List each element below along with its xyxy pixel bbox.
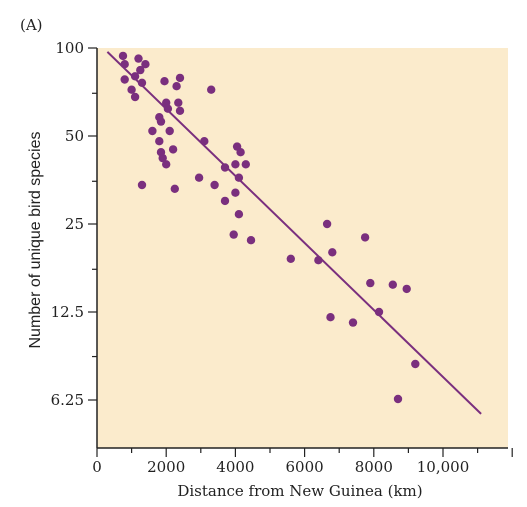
data-point: [234, 210, 244, 219]
data-point: [127, 85, 136, 94]
x-tick-label: 8000: [355, 458, 393, 476]
data-point: [175, 106, 185, 116]
data-point: [162, 160, 171, 169]
data-point: [402, 284, 411, 294]
data-point: [175, 73, 185, 83]
data-point: [231, 188, 240, 197]
data-point: [130, 92, 140, 102]
data-point: [156, 117, 166, 126]
panel-label: (A): [20, 16, 43, 34]
x-tick-label: 6000: [286, 458, 324, 476]
data-point: [130, 72, 140, 81]
data-point: [366, 278, 375, 288]
data-point: [158, 153, 167, 163]
data-point: [246, 236, 256, 245]
x-tick-label: 10,000: [417, 458, 470, 476]
data-point: [155, 137, 164, 146]
x-tick-label: 0: [92, 458, 102, 476]
data-point: [168, 145, 178, 154]
data-point: [220, 163, 230, 172]
data-point: [322, 219, 332, 229]
x-axis-ticks: 0 2000 4000 6000 8000 10,000: [92, 448, 513, 476]
data-point: [141, 59, 150, 69]
data-point: [148, 126, 157, 136]
data-marks: [106, 51, 482, 415]
y-axis-ticks: 100 50 25 12.5 6.25: [51, 39, 97, 409]
data-point: [118, 51, 128, 61]
data-point: [207, 85, 216, 94]
data-point: [393, 394, 403, 404]
data-point: [134, 54, 143, 63]
y-tick-label: 50: [65, 127, 84, 145]
plot-background: [97, 48, 508, 448]
data-point: [348, 318, 358, 327]
data-point: [172, 82, 181, 91]
y-tick-label: 12.5: [51, 303, 84, 321]
data-point: [286, 254, 295, 263]
data-point: [388, 280, 397, 289]
data-point: [411, 359, 420, 369]
y-tick-label: 25: [65, 215, 84, 233]
data-point: [163, 104, 173, 113]
data-point: [241, 160, 250, 169]
y-axis-label: Number of unique bird species: [27, 131, 44, 348]
data-point: [326, 313, 335, 322]
data-point: [170, 184, 179, 193]
y-tick-label: 6.25: [51, 391, 84, 409]
data-point: [234, 173, 244, 182]
data-point: [165, 126, 174, 136]
data-point: [160, 77, 169, 86]
data-point: [174, 98, 183, 107]
x-tick-label: 2000: [147, 458, 185, 476]
data-point: [328, 248, 337, 257]
data-point: [136, 65, 145, 75]
data-point: [137, 78, 147, 88]
data-point: [231, 160, 240, 169]
data-point: [229, 230, 238, 239]
data-point: [137, 180, 147, 190]
data-point: [194, 173, 204, 182]
x-axis-label: Distance from New Guinea (km): [177, 482, 422, 500]
trend-line: [106, 51, 482, 415]
data-point: [120, 75, 129, 84]
data-point: [236, 148, 245, 157]
data-point: [210, 180, 219, 190]
y-tick-label: 100: [55, 39, 84, 57]
data-point: [220, 196, 230, 206]
data-point: [360, 233, 370, 242]
x-tick-label: 4000: [216, 458, 254, 476]
